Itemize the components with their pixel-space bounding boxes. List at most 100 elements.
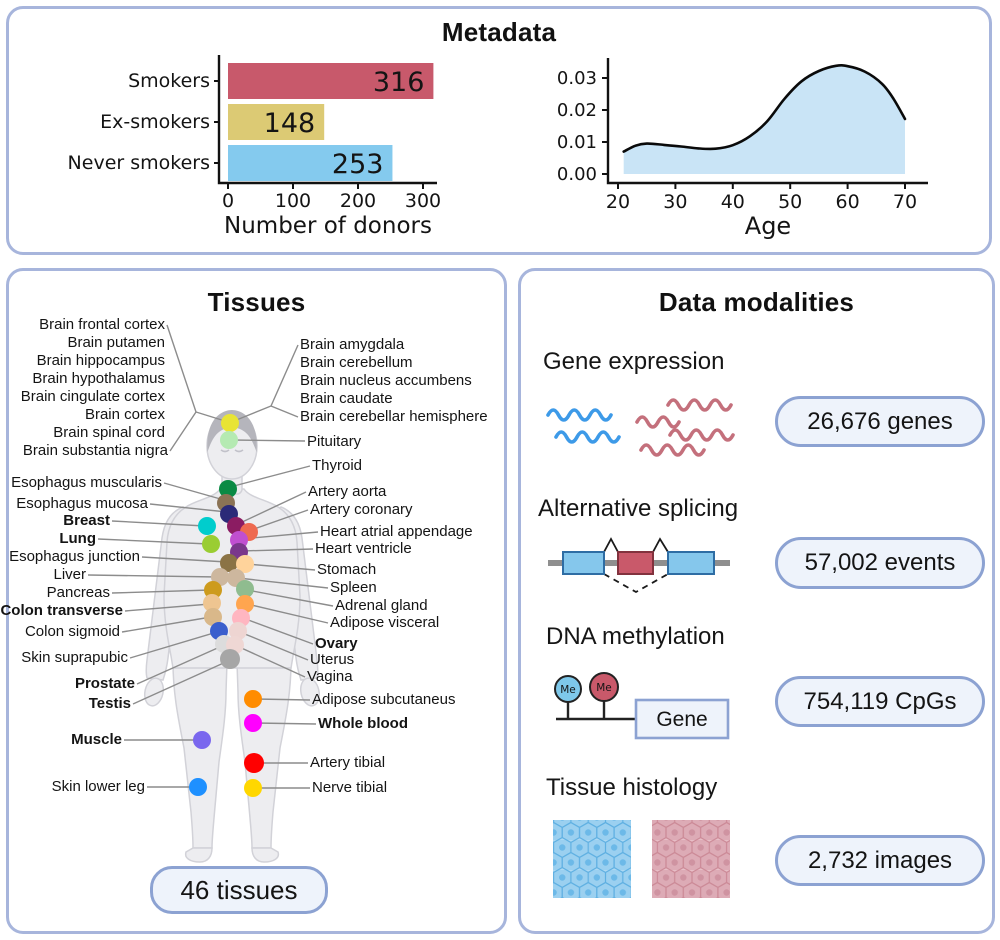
connector-spleen (237, 577, 329, 589)
cpgs-count-label: 754,119 CpGs (803, 687, 957, 715)
tissue-dot-testis (220, 649, 240, 669)
connector-thyroid (229, 465, 311, 488)
tissue-dot-pancreas (204, 581, 222, 599)
tissue-connector-lines (87, 324, 334, 789)
tissue-labels: Brain frontal cortex Brain putamen Brain h… (0, 268, 507, 934)
exon-box-blue-1 (562, 551, 605, 575)
connector-whole-blood (254, 722, 317, 725)
bar-value-never-smokers: 253 (332, 149, 384, 180)
connector-colon-transverse (124, 603, 211, 612)
tissue-label-liver: Liver (53, 566, 86, 583)
tissue-label-stomach: Stomach (317, 561, 377, 578)
tissue-label-breast: Breast (63, 512, 110, 529)
density-xtick-70: 70 (893, 191, 917, 213)
cpgs-count-badge: 754,119 CpGs (775, 676, 985, 727)
connector-adipose-visceral (246, 603, 329, 624)
density-line (622, 64, 907, 153)
connector-artery-aorta (237, 491, 307, 525)
tissue-dot-adrenal-gland (236, 580, 254, 598)
section-label-tissue-histology: Tissue histology (546, 774, 718, 801)
tissue-dot-colon-transverse (203, 594, 221, 612)
tissue-dot-whole-blood (244, 714, 262, 732)
smoking-status-bar-chart: 316 Smokers 148 Ex-smokers 253 Never smokers 0… (68, 55, 441, 239)
splicing-diagram-icon (548, 537, 730, 594)
exon-box-red (617, 551, 654, 575)
tissue-label-brain-cingulate-cortex: Brain cingulate cortex (20, 388, 165, 405)
density-ytick-1: 0.01 (557, 132, 597, 153)
connector-adrenal-gland (246, 589, 334, 607)
rna-wave-red-1 (666, 398, 733, 412)
human-body-tissue-map (87, 324, 334, 863)
tissue-label-brain-cortex: Brain cortex (84, 406, 165, 423)
connector-stomach (246, 563, 316, 571)
tissue-label-uterus: Uterus (310, 651, 355, 668)
tissue-label-brain-nucleus-accumbens: Brain nucleus accumbens (300, 372, 472, 389)
bar-xaxis-label: Number of donors (224, 213, 432, 239)
tissue-label-heart-atrial-appendage: Heart atrial appendage (320, 523, 473, 540)
tissue-dot-adipose-subcutaneus (244, 690, 262, 708)
density-area (623, 65, 905, 174)
connector-vagina (236, 645, 306, 678)
tissue-dot-muscle (193, 731, 211, 749)
tissue-dot-colon-sigmoid (204, 608, 222, 626)
tissue-dot-nerve-tibial (244, 779, 262, 797)
tissue-label-esophagus-muscularis: Esophagus muscularis (11, 474, 162, 491)
rna-wave-red-2 (635, 415, 681, 429)
histology-swatch-red (652, 820, 730, 898)
tissue-dot-stomach (236, 555, 254, 573)
tissue-dot-uterus (229, 622, 247, 640)
exon-box-blue-2 (667, 551, 715, 575)
tissue-dot-artery-tibial (244, 753, 264, 773)
bar-smokers (228, 63, 434, 99)
tissue-label-esophagus-mucosa: Esophagus mucosa (16, 495, 148, 512)
connector-artery-coronary (250, 509, 309, 531)
connector-pancreas (111, 589, 212, 594)
tissue-label-adipose-visceral: Adipose visceral (330, 614, 440, 631)
histology-images-icon (553, 820, 730, 898)
modalities-graphics: Me Me Gene (546, 398, 735, 898)
tissue-label-brain-amygdala: Brain amygdala (300, 336, 405, 353)
tissue-dots (189, 414, 264, 797)
tissue-count-badge: 46 tissues (150, 866, 328, 914)
section-label-gene-expression: Gene expression (543, 348, 725, 375)
connector-brain-substantia-nigra (169, 411, 197, 452)
density-xtick-30: 30 (663, 191, 687, 213)
connector-prostate (136, 645, 223, 685)
tissue-label-esophagus-junction: Esophagus junction (9, 548, 140, 565)
tissue-label-pancreas: Pancreas (46, 584, 110, 601)
genes-count-label: 26,676 genes (807, 407, 953, 435)
tissue-label-thyroid: Thyroid (312, 457, 363, 474)
tissue-dot-esophagus-junction (220, 554, 238, 572)
tissue-label-nerve-tibial: Nerve tibial (312, 779, 388, 796)
connector-adipose-subcutaneus (254, 698, 311, 701)
methylation-diagram-icon: Me Me Gene (554, 672, 730, 740)
gene-box-label: Gene (656, 708, 707, 731)
density-xtick-60: 60 (836, 191, 860, 213)
genes-count-badge: 26,676 genes (775, 396, 985, 447)
methyl-circle-red (589, 672, 619, 702)
tissue-dot-thyroid (219, 480, 237, 498)
tissue-label-vagina: Vagina (307, 668, 353, 685)
data-modalities-title: Data modalities (658, 287, 855, 317)
rna-wave-blue-2 (554, 430, 621, 444)
tissue-label-skin-suprapubic: Skin suprapubic (21, 649, 128, 666)
section-label-alternative-splicing: Alternative splicing (538, 495, 739, 522)
tissue-label-colon-transverse: Colon transverse (0, 602, 123, 619)
density-ytick-2: 0.02 (557, 100, 597, 121)
connector-breast (111, 520, 206, 527)
tissue-label-lung: Lung (59, 530, 96, 547)
rna-wave-icons (546, 398, 735, 457)
methyl-circle-blue (554, 675, 582, 703)
tissue-label-testis: Testis (88, 695, 131, 712)
tissue-label-pituitary: Pituitary (307, 433, 362, 450)
tissue-label-artery-coronary: Artery coronary (310, 501, 413, 518)
tissue-dot-skin-lower-leg (189, 778, 207, 796)
rna-wave-red-3 (668, 428, 735, 442)
connector-esophagus-mucosa (149, 503, 228, 513)
tissue-label-spleen: Spleen (330, 579, 377, 596)
tissue-label-brain-spinal-cord: Brain spinal cord (53, 424, 165, 441)
age-density-chart: 0.00 0.01 0.02 0.03 20 30 40 50 60 70 Age (557, 58, 928, 240)
tissue-dot-pituitary (220, 431, 238, 449)
bar-category-never-smokers: Never smokers (68, 152, 210, 174)
